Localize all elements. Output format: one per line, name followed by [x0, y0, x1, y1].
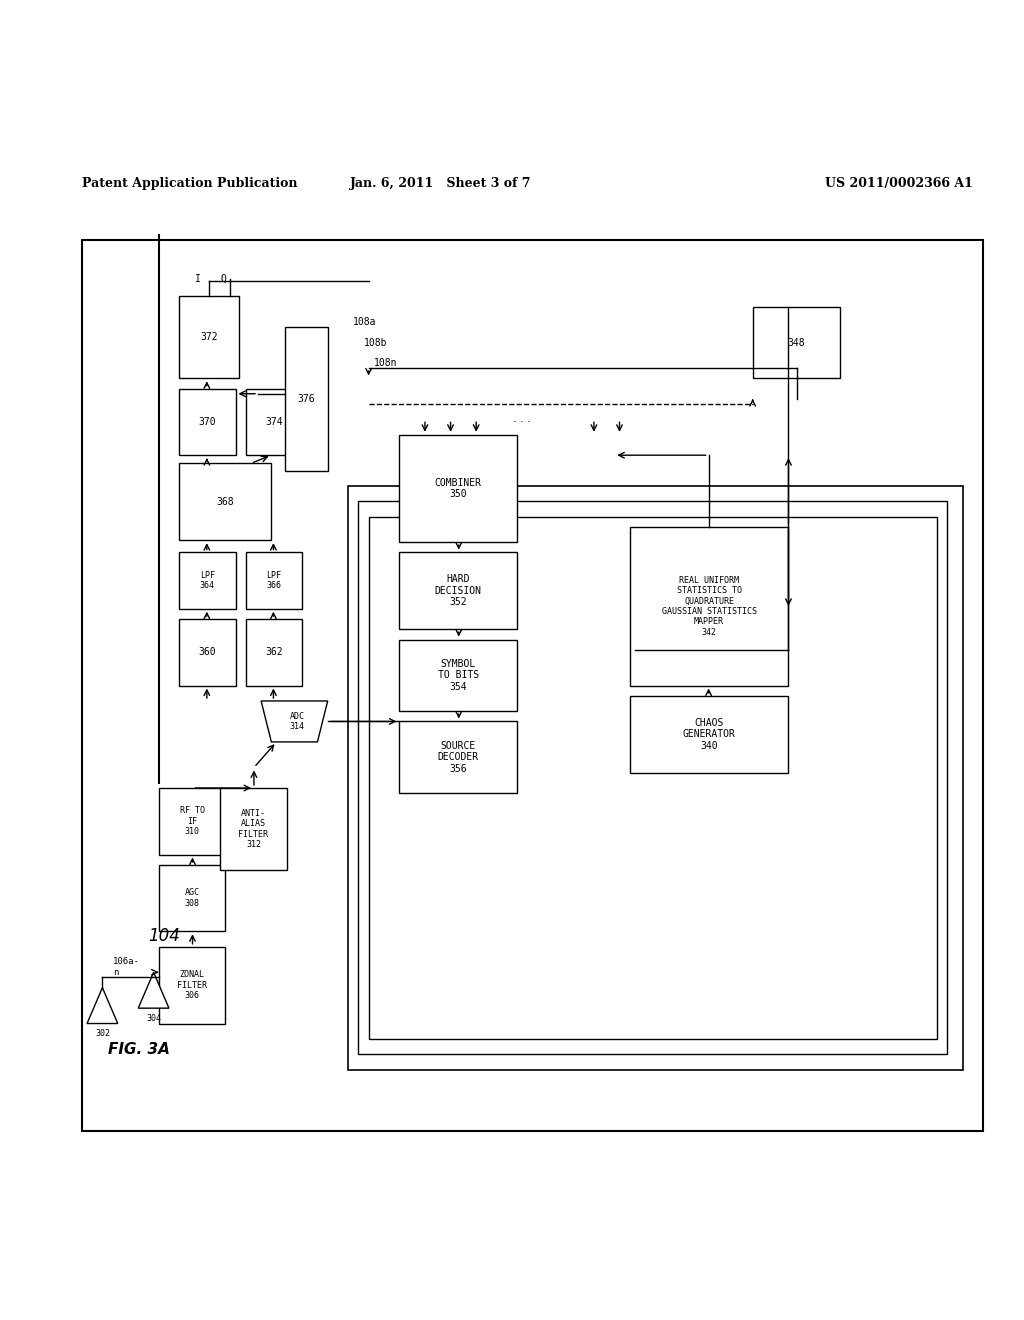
- Polygon shape: [138, 973, 169, 1008]
- Polygon shape: [87, 987, 118, 1023]
- Text: 106a-
n: 106a- n: [113, 957, 139, 977]
- Bar: [399, 639, 517, 711]
- Text: RF TO
IF
310: RF TO IF 310: [179, 807, 205, 836]
- Text: CHAOS
GENERATOR
340: CHAOS GENERATOR 340: [683, 718, 735, 751]
- Text: 108a: 108a: [353, 317, 377, 327]
- Bar: [630, 527, 788, 685]
- Text: ANTI-
ALIAS
FILTER
312: ANTI- ALIAS FILTER 312: [239, 809, 268, 849]
- Text: I: I: [195, 275, 201, 284]
- Text: REAL UNIFORM
STATISTICS TO
QUADRATURE
GAUSSIAN STATISTICS
MAPPER
342: REAL UNIFORM STATISTICS TO QUADRATURE GA…: [662, 576, 757, 636]
- Text: Patent Application Publication: Patent Application Publication: [82, 177, 297, 190]
- Text: SOURCE
DECODER
356: SOURCE DECODER 356: [437, 741, 479, 774]
- Text: 302: 302: [95, 1030, 110, 1039]
- Bar: [246, 553, 302, 609]
- Text: 362: 362: [265, 647, 283, 657]
- Text: 370: 370: [199, 417, 216, 426]
- Text: ADC
314: ADC 314: [290, 711, 304, 731]
- Bar: [753, 306, 840, 379]
- Bar: [179, 463, 271, 540]
- Bar: [179, 388, 236, 455]
- Text: 360: 360: [199, 647, 216, 657]
- Text: US 2011/0002366 A1: US 2011/0002366 A1: [825, 177, 973, 190]
- Bar: [369, 516, 937, 1039]
- Text: 348: 348: [787, 338, 805, 347]
- Bar: [246, 619, 302, 685]
- Bar: [159, 788, 225, 854]
- Bar: [358, 502, 947, 1055]
- Polygon shape: [261, 701, 328, 742]
- Bar: [82, 240, 983, 1131]
- Bar: [285, 327, 328, 470]
- Text: 368: 368: [216, 496, 234, 507]
- Text: 376: 376: [297, 393, 315, 404]
- Text: Jan. 6, 2011   Sheet 3 of 7: Jan. 6, 2011 Sheet 3 of 7: [349, 177, 531, 190]
- Bar: [399, 722, 517, 793]
- Bar: [179, 553, 236, 609]
- Bar: [348, 486, 963, 1069]
- Text: . . .: . . .: [513, 414, 531, 424]
- Text: 108b: 108b: [364, 338, 387, 347]
- Text: HARD
DECISION
352: HARD DECISION 352: [435, 574, 481, 607]
- Text: 372: 372: [200, 333, 218, 342]
- Text: 374: 374: [265, 417, 283, 426]
- Bar: [159, 946, 225, 1023]
- Bar: [246, 388, 302, 455]
- Text: ZONAL
FILTER
306: ZONAL FILTER 306: [177, 970, 207, 1001]
- Bar: [220, 788, 287, 870]
- Text: Q: Q: [220, 275, 226, 284]
- Bar: [399, 434, 517, 543]
- Bar: [159, 865, 225, 932]
- Bar: [630, 696, 788, 772]
- Text: LPF
364: LPF 364: [200, 572, 215, 590]
- Text: LPF
366: LPF 366: [266, 572, 282, 590]
- Text: 104: 104: [148, 928, 180, 945]
- Text: FIG. 3A: FIG. 3A: [108, 1041, 169, 1056]
- Text: COMBINER
350: COMBINER 350: [435, 478, 481, 499]
- Text: AGC
308: AGC 308: [184, 888, 200, 908]
- Bar: [399, 553, 517, 630]
- Bar: [179, 297, 239, 379]
- Bar: [179, 619, 236, 685]
- Text: 108n: 108n: [374, 358, 397, 368]
- Text: SYMBOL
TO BITS
354: SYMBOL TO BITS 354: [437, 659, 479, 692]
- Text: 304: 304: [146, 1014, 161, 1023]
